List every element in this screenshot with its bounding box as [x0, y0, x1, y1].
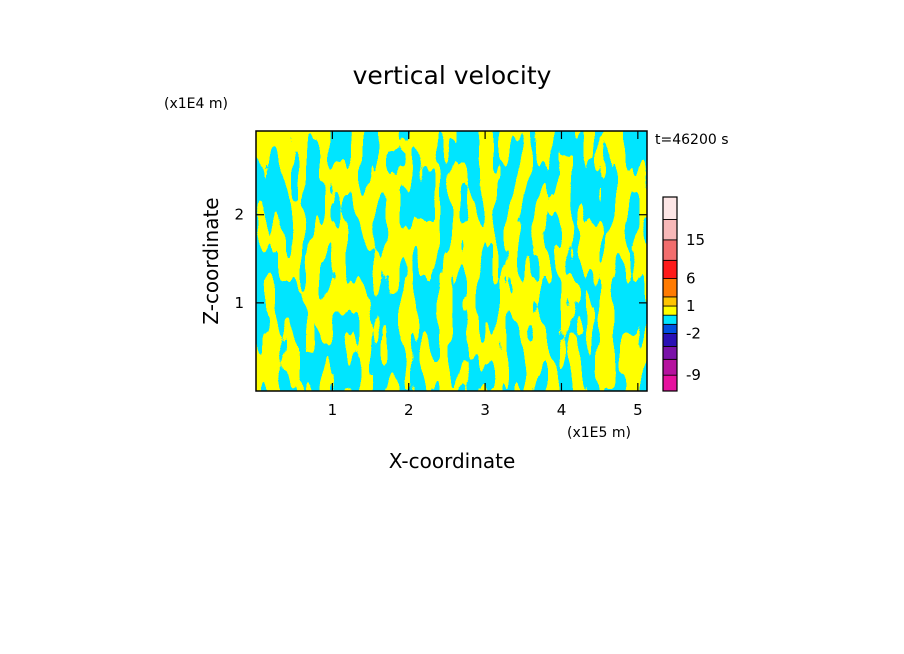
colorbar-band — [662, 239, 678, 261]
colorbar-band — [662, 259, 678, 279]
colorbar-frame — [662, 196, 678, 392]
y-axis-title: Z-coordinate — [199, 197, 223, 324]
colorbar-band — [662, 358, 678, 376]
x-tick-label: 2 — [404, 401, 414, 419]
colorbar-band — [662, 196, 678, 220]
colorbar-tick-label: -9 — [686, 366, 701, 384]
colorbar-band — [662, 333, 678, 347]
colorbar-tick-label: 6 — [686, 270, 696, 288]
colorbar: 15 6 1 -2 -9 — [662, 196, 705, 392]
x-tick-label: 1 — [328, 401, 338, 419]
time-label: t=46200 s — [655, 132, 729, 148]
plot-area — [256, 131, 647, 391]
colorbar-band — [662, 296, 678, 307]
y-tick-label: 2 — [234, 206, 244, 224]
colorbar-band — [662, 323, 678, 334]
colorbar-band — [662, 345, 678, 360]
plot-frame — [255, 130, 648, 392]
y-scale-label: (x1E4 m) — [164, 96, 228, 112]
y-tick-label: 1 — [234, 294, 244, 312]
colorbar-tick-label: 1 — [686, 297, 696, 315]
colorbar-band — [662, 305, 678, 316]
x-tick-label: 5 — [633, 401, 643, 419]
velocity-field — [256, 131, 647, 391]
colorbar-band — [662, 314, 678, 325]
colorbar-tick-label: 15 — [686, 231, 705, 249]
x-axis-title: X-coordinate — [389, 449, 516, 473]
x-tick-label: 3 — [480, 401, 490, 419]
colorbar-band — [662, 278, 678, 298]
colorbar-band — [662, 374, 678, 392]
x-scale-label: (x1E5 m) — [567, 425, 631, 441]
x-axis: 1 2 3 4 5 — [328, 131, 643, 419]
colorbar-tick-label: -2 — [686, 324, 701, 342]
chart-title: vertical velocity — [353, 61, 552, 90]
y-axis: 12 — [234, 206, 647, 312]
x-tick-label: 4 — [557, 401, 567, 419]
colorbar-band — [662, 219, 678, 241]
